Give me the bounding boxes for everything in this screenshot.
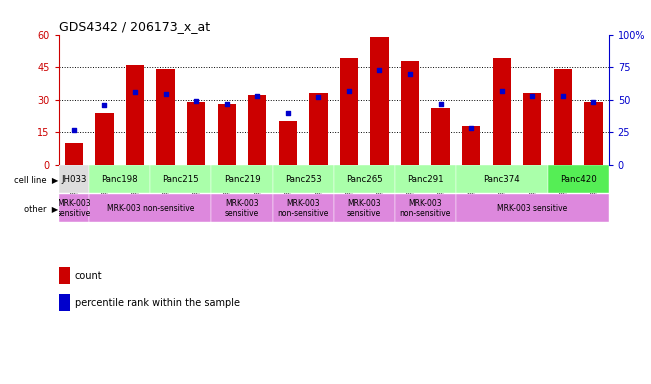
Bar <box>395 194 456 222</box>
Text: Panc219: Panc219 <box>224 175 260 184</box>
Text: count: count <box>75 271 102 281</box>
Bar <box>493 58 511 165</box>
Text: MRK-003
non-sensitive: MRK-003 non-sensitive <box>277 199 329 218</box>
Bar <box>584 102 603 165</box>
Bar <box>150 166 212 193</box>
Bar <box>279 121 297 165</box>
Point <box>405 71 415 77</box>
Point <box>589 99 599 105</box>
Bar <box>187 102 205 165</box>
Bar <box>89 166 150 193</box>
Bar <box>126 65 144 165</box>
Point <box>497 88 507 94</box>
Text: JH033: JH033 <box>61 175 87 184</box>
Point <box>313 94 324 100</box>
Text: cell line  ▶: cell line ▶ <box>14 175 59 184</box>
Text: GDS4342 / 206173_x_at: GDS4342 / 206173_x_at <box>59 20 210 33</box>
Text: MRK-003 sensitive: MRK-003 sensitive <box>497 204 568 213</box>
Bar <box>156 69 174 165</box>
Bar <box>89 194 212 222</box>
Bar <box>523 93 542 165</box>
Bar <box>547 166 609 193</box>
Point <box>252 93 262 99</box>
Text: Panc253: Panc253 <box>284 175 322 184</box>
Bar <box>553 69 572 165</box>
Bar <box>370 37 389 165</box>
Bar <box>340 58 358 165</box>
Bar <box>334 194 395 222</box>
Bar <box>273 194 334 222</box>
Point <box>99 102 109 108</box>
Bar <box>462 126 480 165</box>
Text: Panc291: Panc291 <box>407 175 443 184</box>
Bar <box>309 93 327 165</box>
Text: Panc215: Panc215 <box>163 175 199 184</box>
Point <box>191 98 201 104</box>
Point <box>558 93 568 99</box>
Bar <box>395 166 456 193</box>
Text: percentile rank within the sample: percentile rank within the sample <box>75 298 240 308</box>
Text: MRK-003
sensitive: MRK-003 sensitive <box>225 199 259 218</box>
Text: Panc420: Panc420 <box>560 175 596 184</box>
Text: other  ▶: other ▶ <box>24 204 59 213</box>
Point <box>466 125 477 131</box>
Point <box>374 67 385 73</box>
Text: MRK-003
sensitive: MRK-003 sensitive <box>57 199 91 218</box>
Bar <box>59 194 89 222</box>
Bar <box>64 143 83 165</box>
Text: MRK-003
sensitive: MRK-003 sensitive <box>347 199 381 218</box>
Text: Panc198: Panc198 <box>102 175 138 184</box>
Point <box>283 110 293 116</box>
Point <box>130 89 140 95</box>
Point <box>527 93 538 99</box>
Point <box>436 101 446 107</box>
Bar <box>432 108 450 165</box>
Text: Panc374: Panc374 <box>483 175 520 184</box>
Bar <box>212 166 273 193</box>
Bar <box>456 166 547 193</box>
Text: MRK-003
non-sensitive: MRK-003 non-sensitive <box>400 199 451 218</box>
Bar <box>95 113 114 165</box>
Bar <box>212 194 273 222</box>
Text: Panc265: Panc265 <box>346 175 383 184</box>
Text: MRK-003 non-sensitive: MRK-003 non-sensitive <box>107 204 194 213</box>
Bar <box>217 104 236 165</box>
Point <box>160 91 171 98</box>
Bar <box>59 166 89 193</box>
Bar <box>273 166 334 193</box>
Bar <box>456 194 609 222</box>
Point <box>68 127 79 133</box>
Point <box>344 88 354 94</box>
Bar <box>401 61 419 165</box>
Bar <box>248 95 266 165</box>
Point <box>221 101 232 107</box>
Bar <box>334 166 395 193</box>
